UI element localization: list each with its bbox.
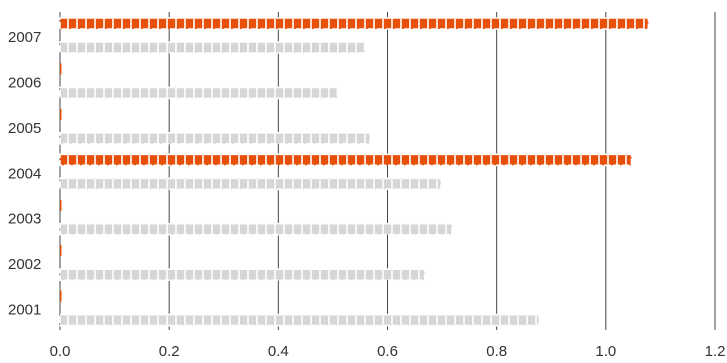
- x-tick-label: 1.2: [705, 343, 726, 360]
- bar-series-1-2006: [59, 86, 339, 100]
- bar-series-0-2006: [60, 63, 62, 75]
- y-axis-labels: 2001 2002 2003 2004 2005 2006 2007: [8, 29, 41, 319]
- bar-series-1-2003: [59, 222, 453, 236]
- bar-series-0-2007: [59, 17, 650, 30]
- y-tick-label: 2006: [8, 74, 41, 91]
- bar-series-1-2004: [59, 177, 442, 191]
- bar-series-1-2005: [59, 132, 371, 145]
- x-tick-label: 1.0: [595, 343, 616, 360]
- x-tick-label: 0.8: [486, 343, 507, 360]
- bar-series-0-2003: [60, 199, 62, 211]
- x-axis-labels: 0.0 0.2 0.4 0.6 0.8 1.0 1.2: [50, 343, 726, 360]
- x-tick-label: 0.6: [377, 343, 398, 360]
- y-tick-label: 2003: [8, 211, 41, 228]
- bar-series-0-2005: [60, 108, 62, 120]
- bar-series-0-2004: [59, 153, 633, 167]
- x-tick-label: 0.2: [159, 343, 180, 360]
- bar-series-0-2001: [60, 290, 62, 302]
- y-tick-label: 2004: [8, 165, 41, 182]
- y-tick-label: 2007: [8, 29, 41, 46]
- bar-series-0-2002: [60, 245, 62, 257]
- x-tick-label: 0.0: [50, 343, 71, 360]
- bars: [59, 17, 650, 327]
- bar-series-1-2002: [59, 268, 426, 281]
- bar-series-1-2001: [59, 313, 541, 327]
- y-tick-label: 2005: [8, 120, 41, 137]
- y-tick-label: 2001: [8, 302, 41, 319]
- grid-lines: [59, 12, 716, 330]
- x-tick-label: 0.4: [268, 343, 289, 360]
- y-tick-label: 2002: [8, 256, 41, 273]
